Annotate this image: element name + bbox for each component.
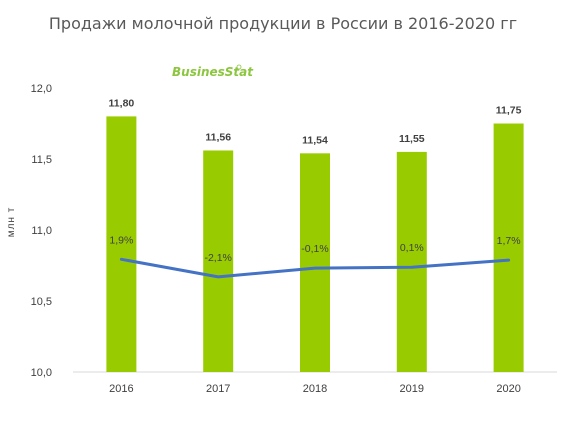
growth-label: 1,7% xyxy=(497,235,521,247)
growth-labels: 1,9% -2,1% -0,1% 0,1% 1,7% xyxy=(109,234,520,264)
growth-line xyxy=(119,257,511,279)
bar xyxy=(300,153,330,372)
x-tick-label: 2020 xyxy=(496,383,520,395)
y-tick-label: 11,0 xyxy=(31,225,52,237)
bar-value-label: 11,80 xyxy=(109,97,135,109)
chart-title: Продажи молочной продукции в России в 20… xyxy=(49,14,517,33)
x-tick-label: 2016 xyxy=(109,383,133,395)
y-tick-label: 12,0 xyxy=(31,83,52,95)
y-axis-label: млн т xyxy=(6,207,17,238)
businesstat-logo: BusinesStat xyxy=(172,64,254,79)
growth-label: -2,1% xyxy=(204,252,231,264)
growth-label: -0,1% xyxy=(301,243,328,255)
logo-text: BusinesStat xyxy=(172,65,254,79)
bar-series xyxy=(106,116,524,373)
x-axis-ticks: 2016 2017 2018 2019 2020 xyxy=(109,383,521,395)
bar xyxy=(203,150,234,372)
x-tick-label: 2019 xyxy=(400,383,424,395)
y-tick-label: 10,0 xyxy=(31,367,52,379)
growth-label: 0,1% xyxy=(400,242,424,254)
bar-value-label: 11,55 xyxy=(399,133,425,145)
y-tick-label: 10,5 xyxy=(31,296,52,308)
bar-value-label: 11,54 xyxy=(302,134,328,146)
bar xyxy=(493,123,524,372)
logo-mark-icon xyxy=(236,64,242,70)
bar-value-labels: 11,80 11,56 11,54 11,55 11,75 xyxy=(109,97,522,146)
growth-label: 1,9% xyxy=(109,234,133,246)
y-axis-ticks: 10,0 10,5 11,0 11,5 12,0 xyxy=(31,83,52,379)
bar xyxy=(396,151,427,372)
bar xyxy=(106,116,137,373)
y-tick-label: 11,5 xyxy=(31,154,52,166)
x-tick-label: 2018 xyxy=(303,383,327,395)
x-tick-label: 2017 xyxy=(206,383,230,395)
bar-value-label: 11,75 xyxy=(496,105,522,117)
bar-value-label: 11,56 xyxy=(205,131,231,143)
